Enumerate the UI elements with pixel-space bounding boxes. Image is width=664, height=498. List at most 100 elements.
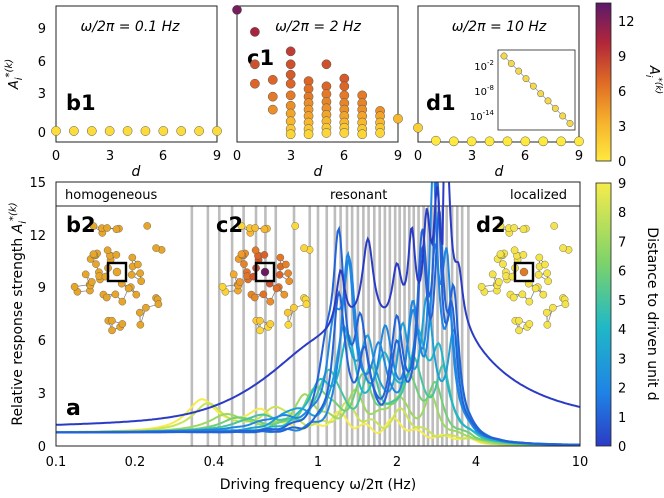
network-node (102, 293, 111, 302)
d1-inset-point (537, 90, 545, 98)
bottom-cb-tick-9: 9 (618, 177, 626, 192)
network-node (251, 246, 260, 255)
network-node (108, 326, 116, 335)
network-node (142, 303, 150, 312)
panel-a-yticks: 0 3 6 9 12 15 (29, 176, 46, 455)
b1-point (69, 126, 79, 136)
panel-a-xticks: 0.1 0.2 0.4 1 2 4 10 (46, 455, 589, 470)
network-c2-label: c2 (216, 213, 243, 237)
b1-xtick-1: 3 (106, 149, 114, 164)
b1-point (158, 126, 169, 136)
b1-ytick-3: 9 (38, 22, 46, 37)
network-node (559, 244, 567, 252)
d1-inset-ytick-1: 10-8 (474, 84, 494, 98)
c1-point (357, 129, 368, 140)
network-node (251, 224, 259, 232)
bottom-colorbar: 0 1 2 3 4 5 6 7 8 9 Distance to driven unit d (595, 177, 660, 455)
bottom-cb-tick-3: 3 (618, 352, 626, 367)
bottom-cb-tick-4: 4 (618, 323, 626, 338)
network-node (509, 293, 518, 302)
panel-b1-points (51, 126, 222, 136)
panel-a-frame (55, 181, 581, 447)
network-node (275, 270, 284, 279)
d1-xtick-2: 6 (521, 149, 529, 164)
c1-point (375, 128, 385, 138)
network-node (550, 222, 559, 230)
panel-d1-title: ω/2π = 10 Hz (452, 19, 547, 35)
network-node (256, 316, 264, 325)
c1-point (393, 113, 403, 124)
c1-point (232, 5, 242, 15)
top-colorbar: 0 3 6 9 12 Ai*(k) (595, 2, 663, 170)
d1-inset-point (544, 97, 552, 105)
network-node (534, 270, 543, 279)
d1-inset-point (566, 120, 574, 127)
network-node (103, 246, 112, 255)
b1-point (122, 126, 133, 136)
network-node (519, 225, 528, 234)
network-node (143, 222, 152, 230)
c1-xtick-0: 0 (233, 149, 241, 164)
network-node (519, 251, 528, 259)
top-cb-tick-4: 12 (618, 15, 635, 30)
bottom-cb-tick-8: 8 (618, 206, 626, 221)
c1-point (285, 129, 296, 140)
network-node (81, 270, 90, 279)
c1-xtick-2: 6 (340, 149, 348, 164)
c1-point (267, 104, 278, 115)
network-node (218, 282, 227, 291)
network-node (541, 260, 549, 269)
c1-point (303, 129, 314, 140)
d1-xlabel: d (495, 164, 504, 180)
c1-point (250, 59, 260, 70)
c1-xtick-1: 3 (287, 149, 295, 164)
network-node (518, 290, 527, 299)
d1-point (466, 136, 477, 147)
network-node (499, 260, 507, 268)
network-node (236, 278, 244, 286)
panel-c1-xticks: 0 3 6 9 (233, 149, 402, 164)
a-xtick-2: 0.4 (204, 455, 225, 470)
panel-b1-label: b1 (66, 91, 96, 115)
d1-inset-ytick-0: 10-2 (474, 59, 494, 73)
network-node (543, 269, 551, 278)
d1-xtick-1: 3 (468, 149, 476, 164)
network-node (488, 270, 497, 279)
network-node (284, 269, 292, 278)
network-node (510, 224, 518, 232)
network-node (108, 316, 116, 325)
b1-ytick-0: 0 (38, 126, 46, 141)
network-node (229, 270, 238, 279)
d1-point (538, 136, 549, 147)
network-node (137, 277, 145, 286)
b1-xtick-0: 0 (52, 149, 60, 164)
b1-point (212, 126, 222, 136)
c1-point (285, 69, 296, 80)
a-xtick-3: 1 (314, 455, 322, 470)
top-colorbar-ticks: 0 3 6 9 12 (618, 15, 635, 170)
bottom-colorbar-label: Distance to driven unit d (644, 227, 660, 400)
network-node (477, 282, 486, 291)
network-node (132, 290, 141, 299)
network-node (88, 278, 96, 286)
network-node (525, 320, 534, 328)
bottom-cb-tick-2: 2 (618, 382, 626, 397)
network-c2 (218, 222, 314, 335)
d1-inset-point (515, 67, 523, 75)
d1-xtick-3: 9 (575, 149, 583, 164)
network-node (92, 260, 100, 268)
network-node (135, 308, 144, 317)
network-node (549, 303, 557, 312)
network-node (542, 308, 551, 317)
a-ytick-4: 12 (29, 229, 46, 244)
d1-inset-point (500, 52, 508, 60)
driven-node-box (254, 261, 276, 283)
driven-node (519, 267, 529, 277)
d1-inset-point (522, 75, 530, 83)
network-node (136, 321, 145, 329)
bottom-cb-tick-0: 0 (618, 440, 626, 455)
network-node (284, 321, 293, 329)
c1-point (339, 128, 350, 138)
c1-xlabel: d (314, 164, 323, 180)
d1-inset-point (551, 104, 559, 112)
